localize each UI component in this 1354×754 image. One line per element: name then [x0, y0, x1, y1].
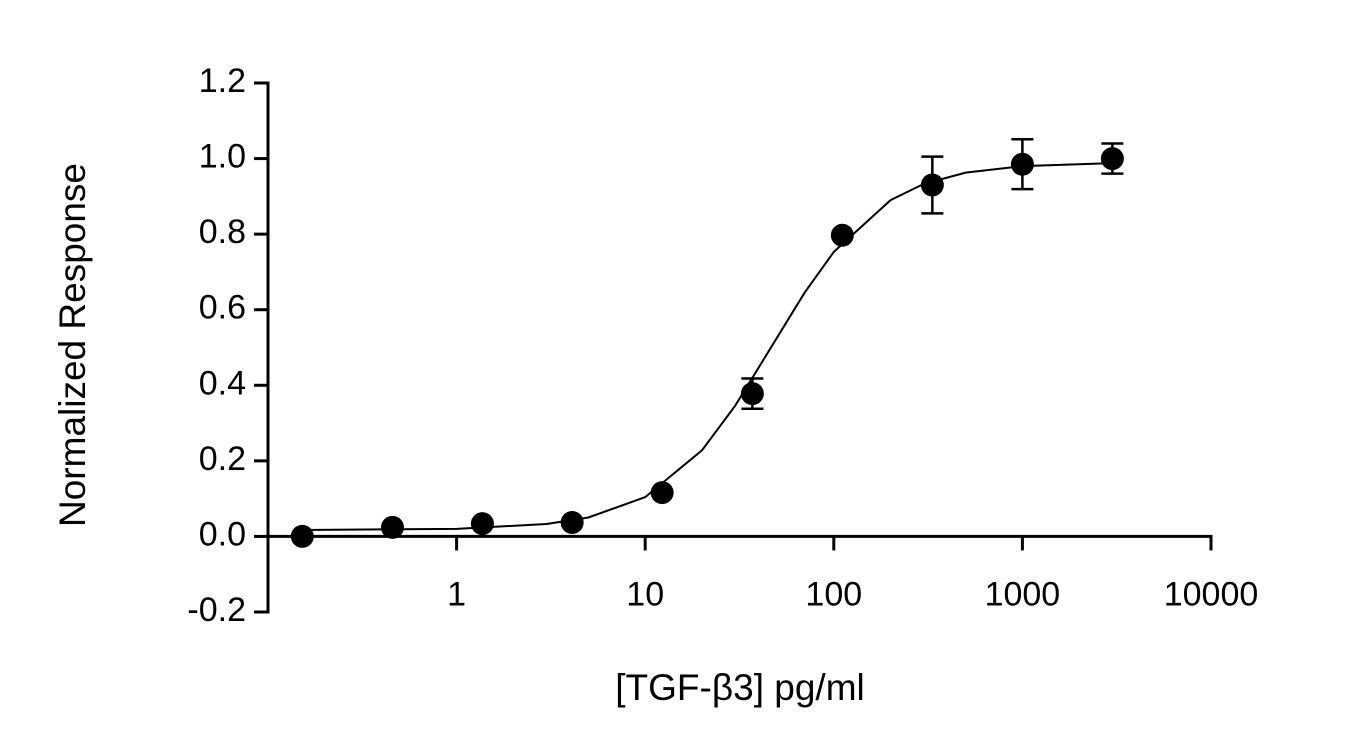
data-point — [380, 515, 404, 539]
data-point — [920, 173, 944, 197]
y-tick-label: 0.2 — [199, 440, 246, 478]
y-tick-label: 1.0 — [199, 138, 246, 176]
x-tick-label: 10 — [626, 575, 664, 613]
data-point — [740, 382, 764, 406]
data-point — [1100, 147, 1124, 171]
y-tick-label: -0.2 — [187, 591, 246, 629]
data-point — [1010, 152, 1034, 176]
data-point — [830, 223, 854, 247]
y-axis-title: Normalized Response — [52, 163, 93, 527]
x-tick-label: 10000 — [1164, 575, 1259, 613]
x-tick-label: 1000 — [985, 575, 1061, 613]
data-point — [470, 512, 494, 536]
y-tick-label: 0.8 — [199, 213, 246, 251]
data-point — [560, 510, 584, 534]
fit-curve — [301, 162, 1113, 531]
x-tick-label: 1 — [447, 575, 466, 613]
y-tick-label: 0.4 — [199, 364, 246, 402]
y-tick-label: 0.6 — [199, 289, 246, 327]
data-point — [650, 481, 674, 505]
x-tick-label: 100 — [805, 575, 862, 613]
data-point — [290, 524, 314, 548]
y-tick-label: 1.2 — [199, 62, 246, 100]
x-axis-title: [TGF-β3] pg/ml — [615, 667, 864, 708]
y-tick-label: 0.0 — [199, 515, 246, 553]
